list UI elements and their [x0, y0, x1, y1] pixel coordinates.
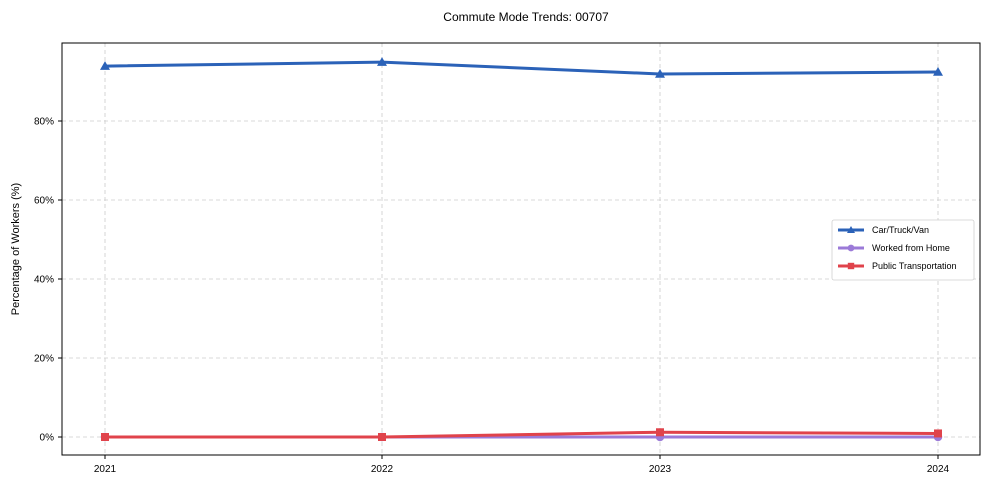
- y-tick-label: 20%: [34, 354, 54, 365]
- x-tick-label: 2023: [649, 464, 672, 475]
- y-tick-label: 0%: [40, 433, 55, 444]
- series-lines: [100, 57, 943, 442]
- y-tick-label: 60%: [34, 196, 54, 207]
- x-tick-label: 2022: [371, 464, 394, 475]
- legend-item: Public Transportation: [838, 261, 957, 271]
- y-tick-label: 80%: [34, 117, 54, 128]
- x-axis: 2021 2022 2023 2024: [94, 455, 950, 475]
- y-tick-label: 40%: [34, 275, 54, 286]
- series-car-truck-van: [100, 57, 943, 78]
- chart-title: Commute Mode Trends: 00707: [443, 10, 609, 24]
- x-tick-label: 2024: [927, 464, 950, 475]
- y-axis: 0% 20% 40% 60% 80%: [34, 117, 62, 444]
- legend: Car/Truck/Van Worked from Home Public Tran…: [831, 219, 975, 281]
- series-public-transportation: [101, 428, 942, 441]
- y-axis-label: Percentage of Workers (%): [10, 183, 22, 315]
- legend-item: Car/Truck/Van: [838, 225, 929, 235]
- legend-item: Worked from Home: [838, 243, 950, 253]
- x-tick-label: 2021: [94, 464, 117, 475]
- plot-area: [61, 42, 981, 456]
- legend-label: Car/Truck/Van: [872, 225, 929, 235]
- legend-label: Public Transportation: [872, 261, 957, 271]
- legend-label: Worked from Home: [872, 243, 950, 253]
